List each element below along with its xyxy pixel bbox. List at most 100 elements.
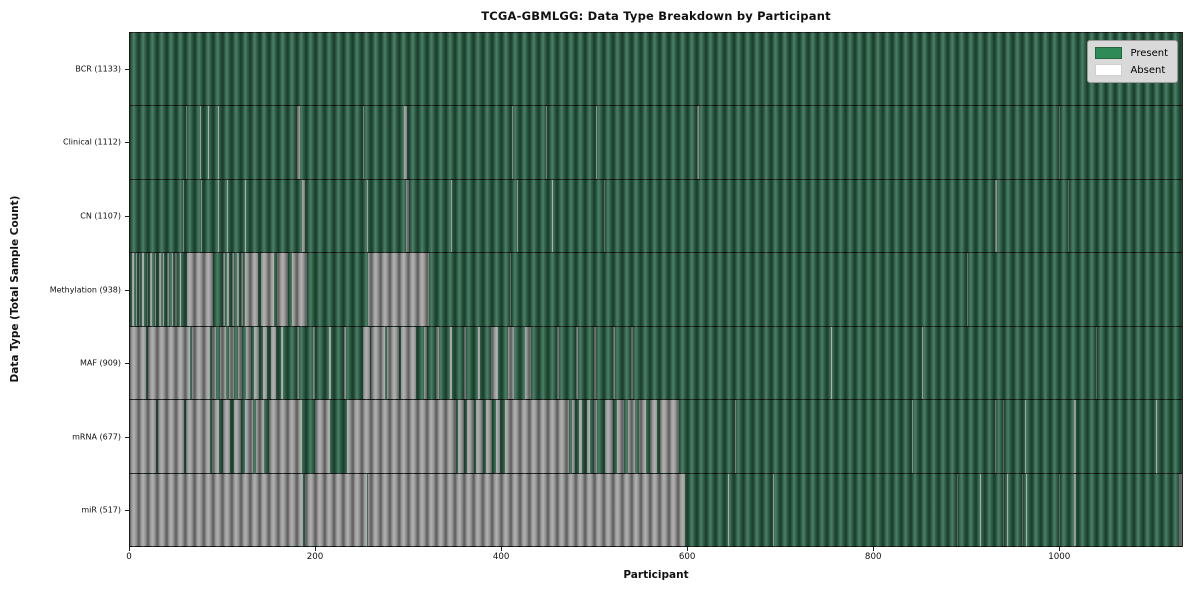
absent-segment [182, 179, 184, 253]
absent-segment [424, 326, 428, 400]
absent-segment [605, 400, 613, 473]
absent-segment [186, 253, 213, 326]
absent-segment [211, 326, 217, 400]
absent-segment [517, 179, 519, 253]
absent-segment [1074, 400, 1077, 473]
x-tick-label-0: 0 [126, 552, 132, 562]
absent-segment [276, 253, 288, 326]
absent-segment [575, 326, 579, 400]
y-tick-label-cn: CN (1107) [80, 211, 121, 221]
legend-entry-absent: Absent [1095, 64, 1168, 76]
absent-segment [1074, 473, 1077, 546]
absent-segment [1059, 473, 1061, 546]
absent-segment [199, 106, 201, 179]
absent-segment [401, 326, 416, 400]
absent-segment [297, 106, 300, 179]
absent-segment [507, 326, 515, 400]
absent-segment [260, 253, 274, 326]
absent-segment [1022, 473, 1024, 546]
absent-segment [545, 106, 547, 179]
legend-absent-label: Absent [1130, 64, 1166, 76]
absent-segment [495, 400, 501, 473]
absent-segment [509, 253, 511, 326]
absent-segment [403, 106, 407, 179]
absent-segment [139, 253, 141, 326]
absent-segment [344, 326, 347, 400]
absent-segment [363, 106, 364, 179]
absent-segment [281, 326, 284, 400]
row-methylation [130, 253, 1182, 327]
legend-present-swatch-icon [1095, 47, 1123, 59]
absent-segment [1095, 326, 1097, 400]
absent-segment [158, 253, 161, 326]
row-clinical [130, 106, 1182, 180]
absent-segment [262, 326, 268, 400]
absent-segment [1007, 473, 1009, 546]
absent-segment [367, 473, 686, 546]
absent-segment [220, 326, 226, 400]
x-tick-mark [687, 547, 689, 551]
absent-segment [241, 253, 244, 326]
x-tick-mark [873, 547, 875, 551]
y-tick-mark [125, 436, 129, 438]
absent-segment [163, 253, 165, 326]
x-tick-mark [129, 547, 130, 551]
absent-segment [236, 253, 239, 326]
absent-segment [491, 326, 498, 400]
absent-segment [157, 400, 184, 473]
absent-segment [1002, 473, 1004, 546]
legend-absent-swatch-icon [1095, 64, 1123, 76]
absent-segment [773, 473, 775, 546]
absent-segment [464, 326, 467, 400]
absent-segment [227, 253, 230, 326]
absent-segment [995, 400, 997, 473]
absent-segment [180, 253, 182, 326]
absent-segment [366, 179, 368, 253]
absent-segment [485, 400, 493, 473]
absent-segment [142, 253, 144, 326]
absent-segment [130, 473, 303, 546]
absent-segment [371, 326, 386, 400]
absent-segment [233, 400, 242, 473]
absent-segment [237, 326, 243, 400]
absent-segment [831, 326, 832, 400]
absent-segment [387, 326, 400, 400]
x-tick-label-600: 600 [678, 552, 696, 562]
absent-segment [218, 179, 220, 253]
absent-segment [150, 253, 153, 326]
x-tick-label-200: 200 [306, 552, 324, 562]
absent-segment [911, 400, 913, 473]
y-tick-mark [125, 289, 129, 291]
absent-segment [557, 326, 559, 400]
absent-segment [130, 400, 156, 473]
absent-segment [131, 253, 134, 326]
absent-segment [135, 253, 138, 326]
absent-segment [291, 253, 308, 326]
absent-segment [594, 326, 597, 400]
absent-segment [995, 179, 998, 253]
absent-segment [571, 400, 575, 473]
x-tick-mark [1059, 547, 1061, 551]
plot-area [129, 32, 1183, 547]
row-mrna [130, 400, 1182, 474]
y-tick-label-bcr: BCR (1133) [75, 64, 121, 74]
x-tick-label-800: 800 [864, 552, 882, 562]
absent-segment [269, 400, 302, 473]
y-axis-label: Data Type (Total Sample Count) [9, 195, 21, 383]
x-tick-label-400: 400 [492, 552, 510, 562]
absent-segment [631, 326, 634, 400]
x-tick-mark [315, 547, 317, 551]
absent-segment [1156, 400, 1157, 473]
absent-segment [594, 400, 598, 473]
absent-segment [405, 179, 409, 253]
absent-segment [245, 400, 253, 473]
absent-segment [697, 106, 700, 179]
absent-segment [229, 326, 234, 400]
x-axis-label: Participant [623, 569, 689, 581]
absent-segment [596, 106, 598, 179]
absent-segment [222, 253, 225, 326]
absent-segment [254, 326, 260, 400]
absent-segment [207, 106, 209, 179]
absent-segment [222, 400, 231, 473]
